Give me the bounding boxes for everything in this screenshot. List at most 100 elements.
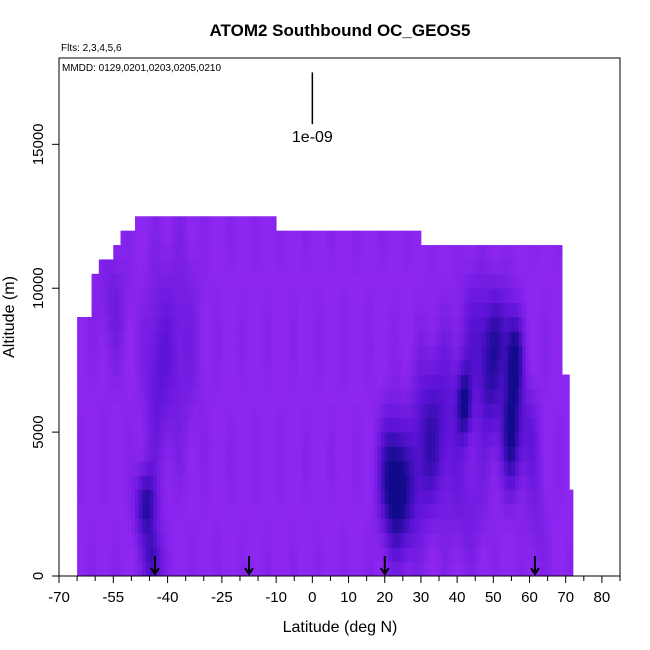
heatmap-cell xyxy=(106,403,111,419)
heatmap-cell xyxy=(196,460,201,476)
heatmap-cell xyxy=(399,288,404,304)
heatmap-cell xyxy=(149,259,154,275)
heatmap-cell xyxy=(91,432,96,447)
heatmap-cell xyxy=(540,403,545,419)
heatmap-cell xyxy=(446,504,451,519)
heatmap-cell xyxy=(131,288,136,304)
heatmap-cell xyxy=(449,504,454,519)
heatmap-cell xyxy=(95,345,100,361)
heatmap-cell xyxy=(116,302,121,318)
heatmap-cell xyxy=(290,417,295,433)
heatmap-cell xyxy=(279,489,284,505)
heatmap-cell xyxy=(478,532,483,548)
heatmap-cell xyxy=(98,374,103,390)
heatmap-cell xyxy=(163,504,168,519)
heatmap-cell xyxy=(229,475,234,491)
heatmap-cell xyxy=(402,360,407,375)
heatmap-cell xyxy=(449,460,454,476)
heatmap-cell xyxy=(334,432,339,447)
heatmap-cell xyxy=(312,273,317,289)
heatmap-cell xyxy=(384,317,389,332)
heatmap-cell xyxy=(370,273,375,289)
heatmap-cell xyxy=(319,403,324,419)
heatmap-cell xyxy=(250,360,255,375)
heatmap-cell xyxy=(308,317,313,332)
heatmap-cell xyxy=(109,317,114,332)
heatmap-cell xyxy=(562,460,567,476)
heatmap-cell xyxy=(98,273,103,289)
heatmap-cell xyxy=(232,288,237,304)
heatmap-cell xyxy=(319,345,324,361)
heatmap-cell xyxy=(522,489,527,505)
heatmap-cell xyxy=(297,302,302,318)
heatmap-cell xyxy=(174,216,179,232)
heatmap-cell xyxy=(482,417,487,433)
heatmap-cell xyxy=(467,432,473,447)
heatmap-cell xyxy=(98,345,103,361)
heatmap-cell xyxy=(167,345,172,361)
heatmap-cell xyxy=(377,532,382,548)
heatmap-cell xyxy=(504,489,509,505)
heatmap-cell xyxy=(326,489,331,505)
heatmap-cell xyxy=(496,504,501,519)
heatmap-cell xyxy=(113,288,118,304)
heatmap-cell xyxy=(91,331,96,347)
heatmap-cell xyxy=(254,331,259,347)
heatmap-cell xyxy=(211,360,216,375)
heatmap-cell xyxy=(87,403,92,419)
heatmap-cell xyxy=(482,273,487,289)
heatmap-cell xyxy=(142,432,147,447)
heatmap-cell xyxy=(308,489,313,505)
heatmap-cell xyxy=(135,259,140,275)
heatmap-cell xyxy=(138,230,143,246)
heatmap-cell xyxy=(142,417,147,433)
heatmap-cell xyxy=(417,259,422,275)
heatmap-cell xyxy=(301,489,306,505)
heatmap-cell xyxy=(518,518,523,534)
heatmap-cell xyxy=(511,302,516,318)
heatmap-cell xyxy=(536,317,541,332)
heatmap-cell xyxy=(167,475,172,491)
heatmap-cell xyxy=(453,547,458,563)
heatmap-cell xyxy=(406,331,411,347)
heatmap-cell xyxy=(308,547,313,563)
heatmap-cell xyxy=(406,388,411,404)
heatmap-cell xyxy=(305,245,310,260)
arrow-head xyxy=(379,567,390,576)
heatmap-cell xyxy=(294,504,299,519)
heatmap-cell xyxy=(352,317,357,332)
heatmap-cell xyxy=(417,230,422,246)
heatmap-cell xyxy=(189,446,194,462)
heatmap-cell xyxy=(185,518,190,534)
heatmap-cell xyxy=(203,446,208,462)
heatmap-cell xyxy=(149,245,154,260)
heatmap-cell xyxy=(500,403,505,419)
heatmap-cell xyxy=(290,561,295,577)
heatmap-cell xyxy=(287,259,292,275)
heatmap-cell xyxy=(163,302,168,318)
heatmap-cell xyxy=(250,388,255,404)
heatmap-cell xyxy=(373,417,378,433)
heatmap-cell xyxy=(305,561,310,577)
heatmap-cell xyxy=(167,561,172,577)
heatmap-cell xyxy=(319,230,324,246)
heatmap-cell xyxy=(395,561,400,577)
heatmap-cell xyxy=(182,245,187,260)
heatmap-cell xyxy=(352,460,357,476)
heatmap-cell xyxy=(276,446,281,462)
heatmap-cell xyxy=(370,489,375,505)
heatmap-cell xyxy=(135,460,140,476)
heatmap-cell xyxy=(431,518,436,534)
heatmap-cell xyxy=(547,446,552,462)
heatmap-cell xyxy=(406,360,411,375)
heatmap-cell xyxy=(138,374,143,390)
heatmap-cell xyxy=(218,432,223,447)
heatmap-cell xyxy=(182,331,187,347)
heatmap-cell xyxy=(428,417,433,433)
heatmap-cell xyxy=(268,561,273,577)
heatmap-cell xyxy=(493,475,498,491)
heatmap-cell xyxy=(174,561,179,577)
heatmap-cell xyxy=(319,547,324,563)
heatmap-cell xyxy=(196,532,201,548)
heatmap-cell xyxy=(124,331,129,347)
